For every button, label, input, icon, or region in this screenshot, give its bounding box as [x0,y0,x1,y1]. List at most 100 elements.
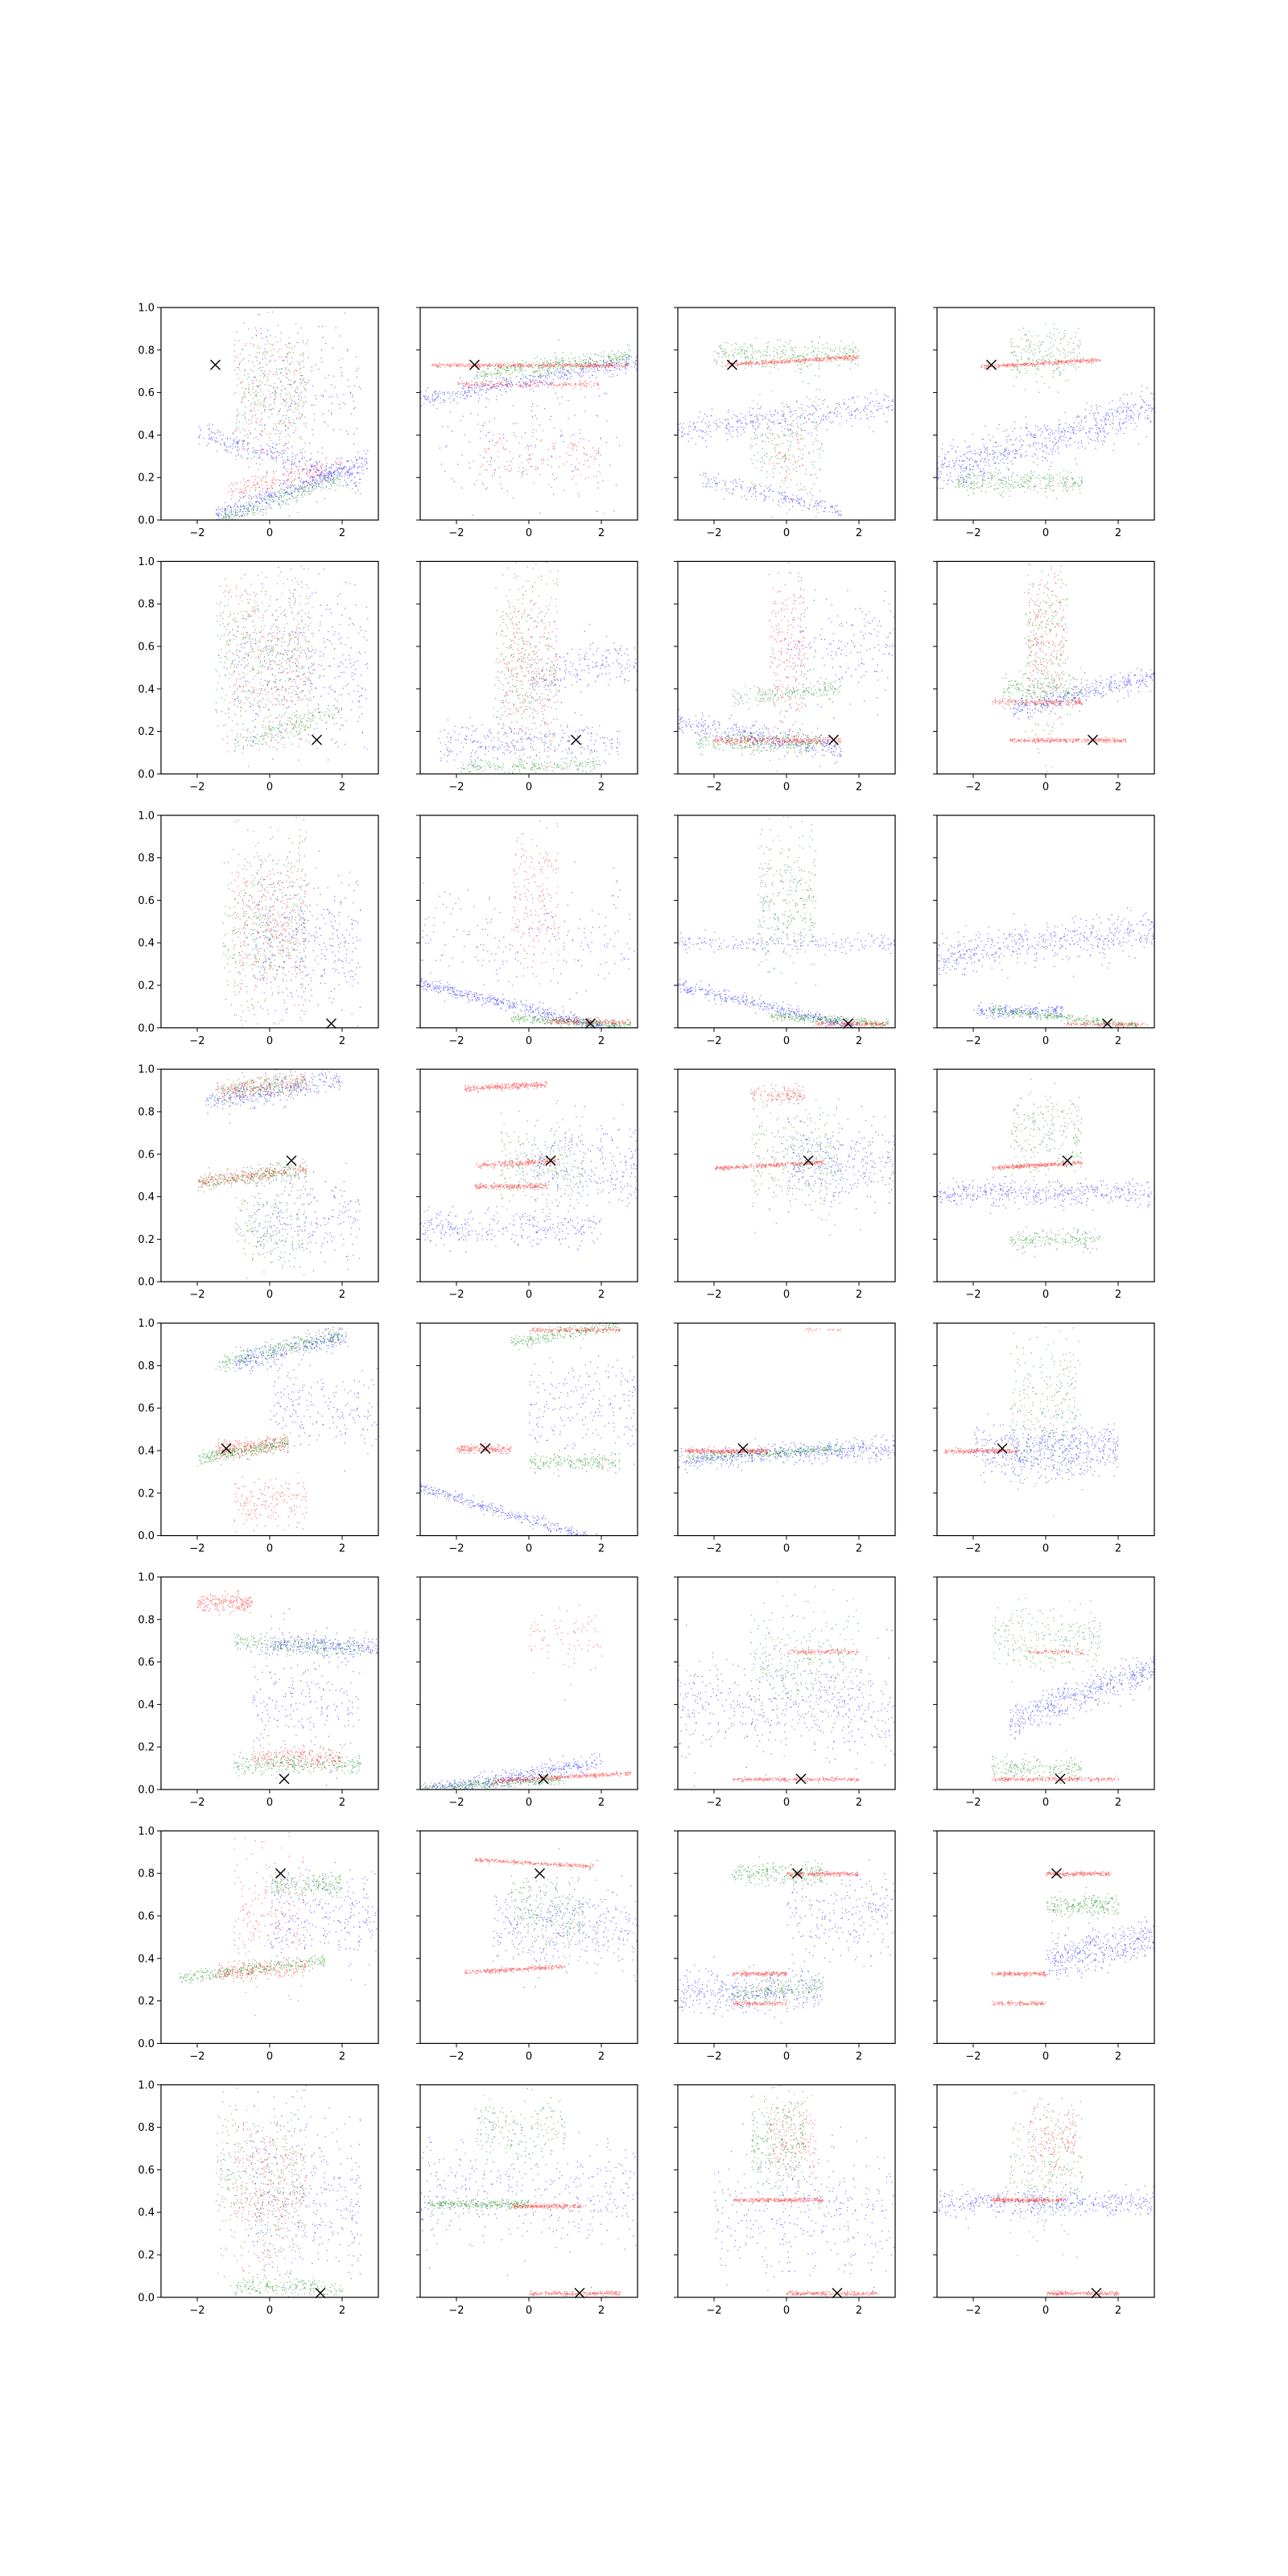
axes-frame [936,1830,1155,2044]
points-layer [937,1079,1154,1257]
x-tick-label: −2 [448,781,464,793]
series-blue-points [678,978,860,1028]
x-marker [828,734,839,745]
axes-frame [160,1576,379,1790]
x-tick-label: 0 [266,527,273,539]
subplot-r4-c1: −2 0 2 [416,1322,638,1555]
y-tick-label: 0.6 [138,1403,155,1415]
points-layer [937,324,1154,499]
subplot-r4-c0: −2 0 2 0.0 0.2 0.4 0.6 0.8 1.0 [138,1318,379,1555]
x-marker [1102,1018,1113,1030]
y-tick-label: 1.0 [138,1826,155,1838]
x-tick-label: 0 [1042,2050,1049,2062]
axes-frame [419,307,638,521]
series-blue-points [438,701,621,774]
x-tick-label: −2 [448,2050,464,2062]
x-tick-label: −2 [706,781,721,793]
y-tick-label: 0.6 [138,387,155,399]
points-layer [714,2085,895,2297]
points-layer [944,1327,1119,1517]
subplot-r6-c1: −2 0 2 [416,1830,638,2062]
series-red-points [1046,2289,1119,2297]
series-red-points [733,2000,787,2007]
x-tick-label: 0 [783,1543,790,1555]
series-red-points [750,1084,806,1105]
series-green-points [233,312,308,510]
series-red-points [991,1971,1046,1978]
x-tick-label: 0 [526,1035,532,1047]
series-green-points [233,1632,361,1659]
subplot-r7-c1: −2 0 2 [416,2084,638,2317]
series-green-points [474,2087,566,2169]
x-tick-label: −2 [706,2305,721,2317]
x-tick-label: 0 [266,781,273,793]
series-red-points [980,357,1101,370]
y-tick-label: 0.2 [138,726,155,738]
x-marker [275,1868,286,1879]
x-tick-label: 0 [783,1289,790,1301]
series-blue-points [270,1359,378,1472]
x-marker [315,2288,326,2299]
axes-frame [160,2084,379,2298]
points-layer [937,907,1154,1028]
points-layer [420,1081,638,1253]
x-marker [795,1773,807,1785]
series-green-points [732,1856,824,1887]
x-tick-label: 2 [856,1035,862,1047]
x-tick-label: 2 [339,2050,345,2062]
x-tick-label: −2 [706,2050,721,2062]
x-tick-label: −2 [189,1797,204,1809]
x-tick-label: 2 [339,1035,345,1047]
series-blue-points [700,472,842,517]
series-green-points [510,1323,620,1351]
series-green-points [732,1971,824,2013]
points-layer [715,1083,895,1236]
series-red-points [991,1775,1120,1784]
series-green-points [1002,663,1083,716]
subplot-r3-c3: −2 0 2 [933,1068,1155,1301]
subplot-r3-c2: −2 0 2 [674,1068,896,1301]
series-blue-points [251,1162,361,1272]
y-tick-label: 1.0 [138,810,155,822]
series-green-points [714,336,860,377]
series-green-points [179,1955,325,1984]
subplot-r5-c2: −2 0 2 [674,1576,896,1809]
axes-frame [677,1322,896,1537]
x-tick-label: 2 [1115,2050,1121,2062]
series-blue-points [216,450,369,520]
x-tick-label: 2 [598,1035,605,1047]
series-red-points [1046,1870,1112,1877]
series-red-points [714,733,841,746]
series-red-points [1027,2098,1076,2205]
x-tick-label: 0 [783,527,790,539]
axes-frame [677,1830,896,2044]
x-tick-label: −2 [448,2305,464,2317]
x-marker [210,359,221,370]
series-blue-points [1046,1916,1154,1980]
series-red-points [493,1771,632,1784]
x-tick-label: −2 [189,781,204,793]
x-tick-label: 2 [339,1797,345,1809]
x-tick-label: −2 [448,1289,464,1301]
y-tick-label: 0.6 [138,1911,155,1923]
series-red-points [511,2202,584,2211]
x-tick-label: 0 [526,527,532,539]
y-tick-label: 0.6 [138,895,155,907]
subplot-r5-c0: −2 0 2 0.0 0.2 0.4 0.6 0.8 1.0 [138,1572,379,1809]
series-blue-points [786,1105,895,1231]
subplot-r0-c2: −2 0 2 [674,307,896,539]
x-tick-label: 0 [1042,2305,1049,2317]
series-green-points [529,1452,620,1474]
series-blue-points [1009,668,1154,720]
x-marker [535,1868,545,1879]
x-tick-label: 2 [1115,1543,1121,1555]
x-marker [279,1773,290,1785]
x-marker [571,734,581,745]
x-tick-label: 0 [266,1289,273,1301]
x-tick-label: 0 [526,1289,532,1301]
y-tick-label: 0.4 [138,1953,155,1965]
x-tick-label: −2 [448,1035,464,1047]
subplot-r2-c1: −2 0 2 [416,815,638,1047]
subplot-r6-c2: −2 0 2 [674,1830,896,2062]
